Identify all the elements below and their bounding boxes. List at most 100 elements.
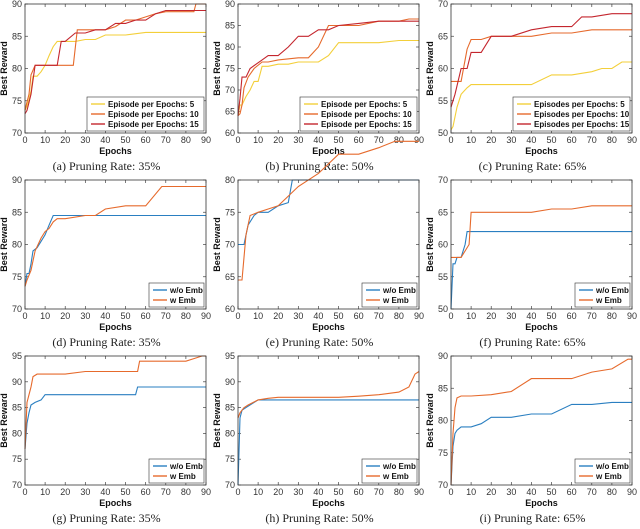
series-line-blue xyxy=(24,214,206,287)
x-tick-label: 30 xyxy=(506,487,516,497)
x-tick-label: 0 xyxy=(235,487,240,497)
plot-frame xyxy=(24,355,207,486)
x-tick-label: 60 xyxy=(141,135,151,145)
y-axis-label: Best Reward xyxy=(0,393,9,448)
y-tick-label: 70 xyxy=(12,128,22,138)
caption-c: (c) Pruning Rate: 65% xyxy=(478,159,587,173)
x-tick-label: 10 xyxy=(253,311,263,321)
y-tick-label: 85 xyxy=(225,403,235,413)
chart-i: 0 10 20 30 40 50 60 70 80 90 70 75 80 85 90 Epochs Best … xyxy=(425,351,637,508)
x-tick-label: 30 xyxy=(80,487,90,497)
legend-box xyxy=(148,458,205,484)
x-tick-label: 0 xyxy=(22,487,27,497)
x-tick-label: 80 xyxy=(607,311,617,321)
x-tick-label: 20 xyxy=(486,487,496,497)
x-tick-label: 90 xyxy=(414,311,424,321)
chart-c: 0 10 20 30 40 50 60 70 80 90 50 55 60 65 70 Epochs Best … xyxy=(425,0,637,156)
y-tick-label: 60 xyxy=(438,240,448,250)
y-tick-label: 80 xyxy=(438,416,448,426)
y-tick-label: 95 xyxy=(12,351,22,361)
x-tick-label: 40 xyxy=(313,135,323,145)
legend-label: w Emb xyxy=(595,472,622,481)
x-tick-label: 70 xyxy=(161,135,171,145)
legend-label: Episode per Epochs: 5 xyxy=(321,100,408,109)
y-tick-label: 70 xyxy=(438,175,448,185)
x-tick-label: 70 xyxy=(587,487,597,497)
x-tick-label: 50 xyxy=(547,311,557,321)
x-tick-label: 10 xyxy=(40,135,50,145)
x-tick-label: 20 xyxy=(60,311,70,321)
x-tick-label: 20 xyxy=(60,135,70,145)
series-line-blue xyxy=(450,401,632,486)
x-tick-label: 10 xyxy=(466,135,476,145)
x-axis-label: Epochs xyxy=(312,146,345,156)
y-axis-label: Best Reward xyxy=(212,41,222,96)
x-tick-label: 20 xyxy=(60,487,70,497)
y-tick-label: 85 xyxy=(12,31,22,41)
y-tick-label: 50 xyxy=(438,128,448,138)
x-tick-label: 40 xyxy=(100,311,110,321)
y-tick-label: 80 xyxy=(12,428,22,438)
y-tick-label: 70 xyxy=(12,304,22,314)
y-tick-label: 70 xyxy=(438,480,448,490)
legend-label: Episode per Epochs: 5 xyxy=(108,100,195,109)
legend-label: w/o Emb xyxy=(382,286,416,295)
legend-box xyxy=(361,282,418,308)
legend-label: Episode per Epochs: 15 xyxy=(321,120,412,129)
y-tick-label: 70 xyxy=(225,240,235,250)
x-tick-label: 30 xyxy=(506,135,516,145)
chart-h: 0 10 20 30 40 50 60 70 80 90 70 75 80 85 90 95 Epochs Bes… xyxy=(212,351,424,508)
legend-label: Episode per Epochs: 10 xyxy=(108,110,199,119)
plot-frame xyxy=(450,3,633,134)
y-tick-label: 80 xyxy=(12,64,22,74)
plot-frame xyxy=(450,355,633,486)
x-tick-label: 90 xyxy=(627,311,637,321)
x-tick-label: 50 xyxy=(547,135,557,145)
x-tick-label: 80 xyxy=(394,487,404,497)
panel-d: 0 10 20 30 40 50 60 70 80 90 70 75 80 85 90 Epochs Best … xyxy=(0,175,213,352)
panel-f: 0 10 20 30 40 50 60 70 80 90 50 55 60 65 70 Epochs Best … xyxy=(425,175,639,352)
y-tick-label: 75 xyxy=(12,454,22,464)
y-tick-label: 55 xyxy=(438,96,448,106)
x-axis-label: Epochs xyxy=(99,322,132,332)
y-tick-label: 75 xyxy=(12,272,22,282)
x-axis-label: Epochs xyxy=(525,322,558,332)
y-tick-label: 75 xyxy=(225,454,235,464)
chart-g: 0 10 20 30 40 50 60 70 80 90 70 75 80 85 90 95 Epochs Bes… xyxy=(0,351,211,508)
plot-frame xyxy=(237,179,420,310)
y-tick-label: 60 xyxy=(225,304,235,314)
x-tick-label: 90 xyxy=(201,311,211,321)
y-tick-label: 75 xyxy=(12,96,22,106)
plot-frame xyxy=(24,179,207,310)
x-tick-label: 10 xyxy=(466,487,476,497)
x-tick-label: 60 xyxy=(567,487,577,497)
x-tick-label: 80 xyxy=(181,135,191,145)
legend-label: w Emb xyxy=(382,472,409,481)
series-line-red xyxy=(450,13,632,108)
y-tick-label: 75 xyxy=(225,207,235,217)
y-tick-label: 90 xyxy=(12,175,22,185)
legend-label: Episode per Epochs: 10 xyxy=(321,110,412,119)
x-tick-label: 60 xyxy=(354,311,364,321)
x-tick-label: 30 xyxy=(293,487,303,497)
y-tick-label: 90 xyxy=(12,0,22,9)
series-line-orange xyxy=(451,29,632,82)
x-tick-label: 50 xyxy=(121,311,131,321)
x-tick-label: 0 xyxy=(235,135,240,145)
series-line-orange xyxy=(238,140,419,281)
x-axis-label: Epochs xyxy=(99,498,132,508)
x-tick-label: 20 xyxy=(273,487,283,497)
y-tick-label: 90 xyxy=(12,377,22,387)
x-tick-label: 80 xyxy=(607,487,617,497)
series-line-orange xyxy=(451,205,632,258)
x-tick-label: 90 xyxy=(627,135,637,145)
legend-label: w Emb xyxy=(169,296,196,305)
legend-label: w/o Emb xyxy=(382,462,416,471)
x-tick-label: 30 xyxy=(293,311,303,321)
y-tick-label: 50 xyxy=(438,304,448,314)
y-tick-label: 65 xyxy=(438,31,448,41)
y-tick-label: 70 xyxy=(225,85,235,95)
y-tick-label: 90 xyxy=(438,351,448,361)
y-tick-label: 65 xyxy=(438,207,448,217)
